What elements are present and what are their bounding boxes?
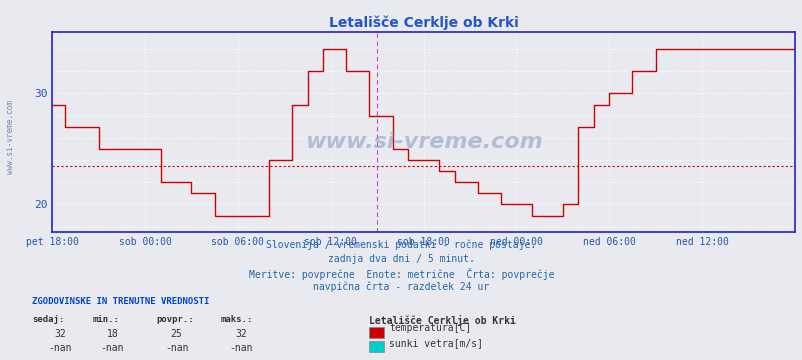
Text: Slovenija / vremenski podatki - ročne postaje.: Slovenija / vremenski podatki - ročne po…	[266, 239, 536, 250]
Text: temperatura[C]: temperatura[C]	[389, 323, 471, 333]
Text: 32: 32	[55, 329, 66, 339]
Text: ZGODOVINSKE IN TRENUTNE VREDNOSTI: ZGODOVINSKE IN TRENUTNE VREDNOSTI	[32, 297, 209, 306]
Text: -nan: -nan	[164, 343, 188, 353]
Text: -nan: -nan	[229, 343, 253, 353]
Text: min.:: min.:	[92, 315, 119, 324]
Text: www.si-vreme.com: www.si-vreme.com	[304, 132, 542, 152]
Text: maks.:: maks.:	[221, 315, 253, 324]
Title: Letališče Cerklje ob Krki: Letališče Cerklje ob Krki	[328, 15, 518, 30]
Text: -nan: -nan	[100, 343, 124, 353]
Text: navpična črta - razdelek 24 ur: navpična črta - razdelek 24 ur	[313, 282, 489, 292]
Text: 18: 18	[107, 329, 118, 339]
Text: zadnja dva dni / 5 minut.: zadnja dva dni / 5 minut.	[328, 254, 474, 264]
Text: Letališče Cerklje ob Krki: Letališče Cerklje ob Krki	[369, 315, 516, 326]
Text: Meritve: povprečne  Enote: metrične  Črta: povprečje: Meritve: povprečne Enote: metrične Črta:…	[249, 268, 553, 280]
Text: -nan: -nan	[48, 343, 72, 353]
Text: www.si-vreme.com: www.si-vreme.com	[6, 100, 15, 174]
Text: 25: 25	[171, 329, 182, 339]
Text: 32: 32	[235, 329, 246, 339]
Text: povpr.:: povpr.:	[156, 315, 194, 324]
Text: sedaj:: sedaj:	[32, 315, 64, 324]
Text: sunki vetra[m/s]: sunki vetra[m/s]	[389, 338, 483, 348]
